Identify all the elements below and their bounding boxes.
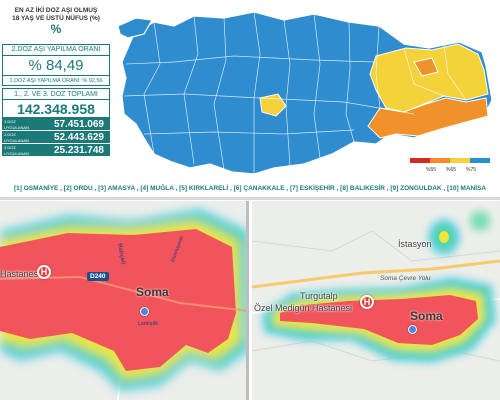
title-line-1: EN AZ İKİ DOZ AŞI OLMUŞ [14, 7, 98, 14]
stats-panel: EN AZ İKİ DOZ AŞI OLMUŞ 18 YAŞ VE ÜSTÜ N… [2, 4, 110, 180]
heatmap-soma-right[interactable]: İstasyon Soma Çevre Yolu Turgutalp Özel … [252, 201, 500, 400]
hospital-label: Hastanesi [0, 269, 41, 279]
street-label-lamislik: Lamişlik [138, 321, 159, 327]
province-list: [1] OSMANİYE , [2] ORDU , [3] AMASYA , [… [13, 185, 487, 192]
heat-core-left [0, 229, 236, 371]
heat-core-right [280, 295, 478, 345]
heat-core-top [439, 231, 449, 243]
legend-label-65: %65 [446, 167, 456, 173]
total-label: 1., 2. VE 3. DOZ TOPLAMI [2, 88, 110, 100]
dose-row-label: 2.DOZ UYGULANAN [2, 131, 42, 144]
hospital-label-line2: Özel Medigün Hastanesi [254, 303, 353, 313]
map-region-yellow-central [259, 93, 287, 117]
title-line-2: 18 YAŞ VE ÜSTÜ NÜFUS (%) [12, 15, 100, 22]
location-dot-icon[interactable] [140, 307, 149, 316]
percent-icon: % [50, 22, 62, 36]
dose1-note: 1.DOZ AŞI YAPILMA ORANI: % 92,56 [2, 76, 110, 86]
dose-row-label: 3.DOZ UYGULANAN [2, 144, 42, 157]
map-legend: %55 %65 %75 [410, 158, 490, 173]
province-borders [123, 11, 467, 174]
city-label-soma: Soma [136, 285, 169, 299]
turkey-vaccination-map: %55 %65 %75 [117, 11, 493, 175]
heat-layer-right [262, 211, 496, 363]
map-region-orange-north [413, 57, 439, 77]
dose-row-1: 1.DOZ UYGULANAN 57.451.069 [2, 118, 110, 131]
city-label-soma: Soma [410, 309, 443, 323]
station-label: İstasyon [398, 239, 432, 249]
road-label-cevre-yolu: Soma Çevre Yolu [380, 275, 431, 282]
map-region-orange-southeast [367, 97, 489, 139]
hospital-marker-icon[interactable]: H [37, 265, 51, 279]
heatmap-right-canvas [252, 211, 500, 363]
dashboard-title: EN AZ İKİ DOZ AŞI OLMUŞ 18 YAŞ VE ÜSTÜ N… [2, 4, 110, 40]
hospital-label-line1: Turgutalp [300, 291, 338, 301]
dose2-label: 2.DOZ AŞI YAPILMA ORANI [2, 44, 110, 56]
dose-row-value: 52.443.629 [42, 131, 110, 144]
vaccination-dashboard: EN AZ İKİ DOZ AŞI OLMUŞ 18 YAŞ VE ÜSTÜ N… [0, 4, 500, 200]
dose2-rate: % 84,49 [2, 56, 110, 76]
legend-label-75: %75 [466, 167, 476, 173]
dose-row-3: 3.DOZ UYGULANAN 25.231.748 [2, 144, 110, 157]
map-region-thrace [117, 17, 153, 39]
total-value: 142.348.958 [2, 100, 110, 118]
location-dot-icon[interactable] [408, 325, 417, 334]
heatmap-soma-left[interactable]: Hastanesi H D240 Bahçeli Dumlupınar Soma… [0, 201, 249, 400]
heatmap-left-canvas [0, 209, 246, 400]
dose-row-value: 57.451.069 [42, 118, 110, 131]
dose-row-2: 2.DOZ UYGULANAN 52.443.629 [2, 131, 110, 144]
hospital-marker-icon[interactable]: H [360, 295, 374, 309]
dose-row-value: 25.231.748 [42, 144, 110, 157]
road-shield-d240: D240 [87, 272, 109, 281]
legend-label-55: %55 [426, 167, 436, 173]
dose-row-label: 1.DOZ UYGULANAN [2, 118, 42, 131]
